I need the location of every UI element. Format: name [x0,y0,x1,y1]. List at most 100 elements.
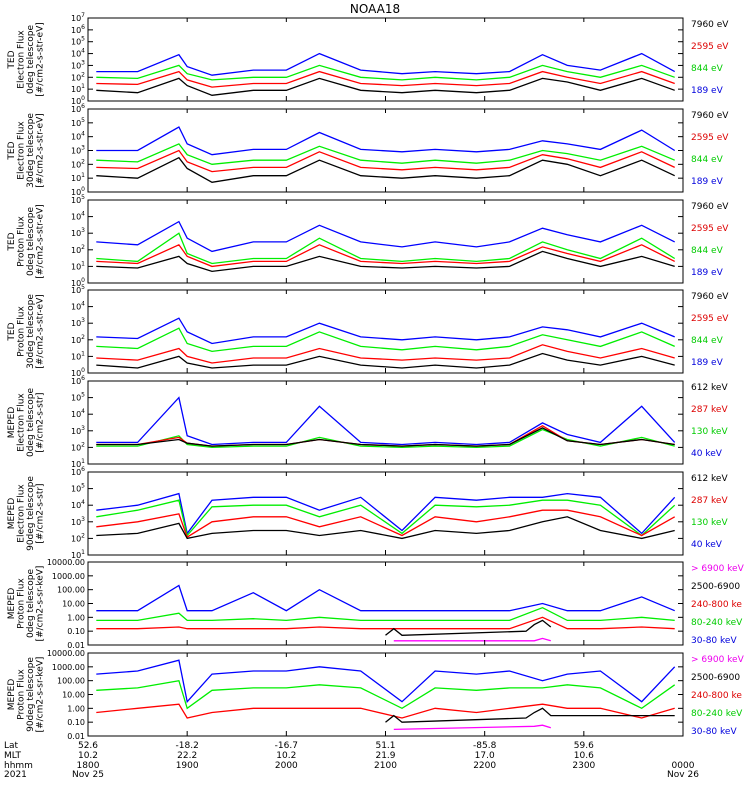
x-row-value: 2300 [572,761,595,771]
y-axis-title-line: 0deg telescope [26,25,36,95]
x-row-value: 51.1 [375,741,395,751]
legend-entry: 287 keV [691,496,728,506]
y-axis-title-line: [#/cm2-s-sr-keV] [36,566,46,642]
y-axis-title-line: 90deg telescope [26,657,36,732]
legend-entry: 2595 eV [691,314,729,324]
plot-frame [87,380,684,465]
y-axis-title-line: 90deg telescope [26,476,36,551]
y-tick-label: 105 [71,483,85,494]
panel-ted-proton-0deg: 100 101 102 103 104 105 TED Proton Flux 0deg tel… [7,194,729,288]
y-tick-label: 10.00 [62,600,85,609]
y-axis-title-line: 30deg telescope [26,294,36,369]
legend-entry: 40 keV [691,540,723,550]
y-tick-label: 102 [71,334,85,345]
legend-entry: 2595 eV [691,133,729,143]
legend-entry: 2595 eV [691,224,729,234]
y-axis-title-line: 0deg telescope [26,388,36,458]
series-130-kev [96,499,676,537]
series-2500-6900 [385,707,675,723]
y-tick-label: 100 [71,186,85,197]
y-tick-label: 102 [71,532,85,543]
series-240-800-ke [96,616,675,630]
y-tick-label: 10.00 [62,691,85,700]
y-axis-title-line: Proton Flux [17,306,27,357]
y-tick-label: 101 [71,350,85,361]
y-axis-title-line: Electron Flux [17,121,27,180]
y-axis-title-line: TED [7,232,17,251]
plot-frame [87,199,684,284]
x-row-value: Nov 26 [667,770,699,780]
panel-meped-electron-90deg: 101 102 103 104 105 106 MEPED Electron Flux 90de… [7,466,728,560]
series-2500-6900 [385,619,552,636]
x-row-value: 17.0 [475,751,495,761]
legend-entry: 130 keV [691,518,728,528]
series-844-ev [96,143,675,165]
y-axis-title-line: [#/cm2-s-str] [36,392,46,452]
y-axis-title-line: [#/cm2-s-str-eV] [36,22,46,97]
y-tick-label: 103 [71,317,85,328]
y-tick-label: 106 [71,24,85,35]
x-row-value: Nov 25 [72,770,104,780]
y-axis-title-line: MEPED [7,498,17,530]
legend-entry: 189 eV [691,358,724,368]
series-30-80-kev [96,584,675,612]
y-tick-label: 103 [71,145,85,156]
series-612-kev [96,427,675,447]
y-tick-label: 103 [71,516,85,527]
legend-entry: 7960 eV [691,292,729,302]
series-2595-ev [96,344,675,364]
series-612-kev [96,516,675,540]
y-tick-label: 105 [71,284,85,295]
legend-entry: 30-80 keV [691,636,737,646]
series-7960-ev [96,77,675,96]
legend-entry: 844 eV [691,336,724,346]
series-40-kev [96,396,676,446]
y-axis-title-line: Electron Flux [17,30,27,89]
y-tick-label: 100 [71,367,85,378]
series-2595-ev [96,149,675,173]
x-row-value: 10.2 [276,751,296,761]
y-tick-label: 104 [71,211,85,222]
y-tick-label: 100 [71,277,85,288]
legend-entry: 189 eV [691,86,724,96]
series--6900-kev [393,724,551,731]
legend-entry: 844 eV [691,246,724,256]
series--6900-kev [393,637,551,642]
x-row-value: 2000 [275,761,298,771]
y-tick-label: 101 [71,83,85,94]
y-tick-label: 105 [71,194,85,205]
legend-entry: 612 keV [691,383,728,393]
y-axis-title-line: Proton Flux [17,216,27,267]
y-axis-title-line: Proton Flux [17,578,27,629]
y-tick-label: 106 [71,466,85,477]
legend-entry: 189 eV [691,177,724,187]
y-tick-label: 101 [71,172,85,183]
series-80-240-kev [96,679,676,710]
y-tick-label: 102 [71,244,85,255]
plot-frame [87,561,684,646]
x-row-value: -16.7 [275,741,298,751]
y-tick-label: 105 [71,117,85,128]
y-axis-title-line: Electron Flux [17,393,27,452]
series-40-kev [96,492,676,535]
y-tick-label: 100.00 [57,677,85,686]
y-axis-title-line: [#/cm2-s-str-eV] [36,113,46,188]
x-row-value: 21.9 [375,751,395,761]
legend-entry: 30-80 keV [691,727,737,737]
y-tick-label: 10000.00 [47,558,85,567]
y-axis-title-line: [#/cm2-s-sr-keV] [36,657,46,733]
y-tick-label: 103 [71,425,85,436]
legend-entry: 7960 eV [691,202,729,212]
series-844-ev [96,327,675,353]
x-row-value: 0000 [672,761,695,771]
series-2595-ev [96,70,675,88]
x-row-value: 52.6 [78,741,98,751]
series-240-800-ke [96,703,675,719]
legend-entry: 130 keV [691,427,728,437]
y-axis-title-line: MEPED [7,679,17,711]
legend-entry: 80-240 keV [691,618,743,628]
series-30-80-kev [96,659,676,704]
y-tick-label: 106 [71,103,85,114]
